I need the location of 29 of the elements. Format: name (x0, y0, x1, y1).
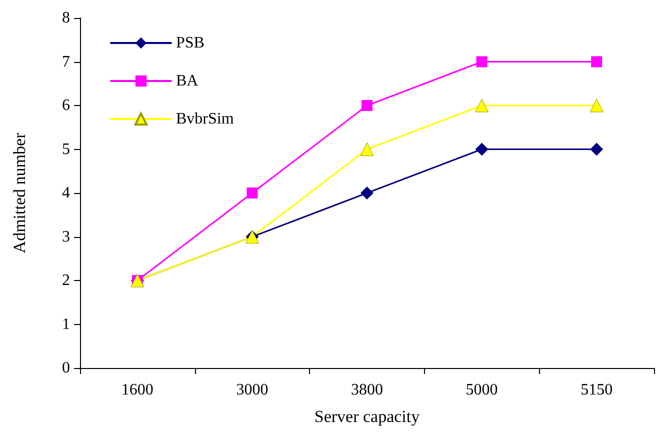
point (590, 142, 604, 156)
legend-label: BA (176, 72, 199, 90)
y-tick-label: 3 (62, 228, 70, 246)
point (591, 56, 602, 68)
y-tick-label: 1 (62, 316, 70, 333)
point (246, 188, 258, 198)
y-tick-label: 6 (62, 97, 70, 114)
y-tick-label: 4 (62, 184, 70, 202)
point (360, 186, 374, 200)
y-tick-label: 7 (62, 53, 70, 70)
y-tick-label: 0 (62, 360, 70, 376)
point (362, 100, 372, 111)
point (475, 142, 488, 156)
y-tick-label: 8 (62, 10, 70, 26)
x-tick-label: 3800 (351, 382, 383, 398)
y-tick-label: 5 (62, 140, 70, 158)
x-tick-label: 5150 (580, 382, 613, 398)
legend-label: BvbrSim (176, 110, 234, 128)
point (475, 98, 489, 112)
x-tick-label: 1600 (121, 382, 154, 398)
x-tick-label: 5000 (466, 382, 498, 398)
point (476, 56, 488, 68)
x-tick-label: 3000 (236, 382, 268, 398)
y-tick-label: 2 (62, 272, 70, 289)
point (590, 98, 604, 112)
y-axis-title: Admitted number (10, 132, 29, 254)
legend-label: PSB (176, 34, 204, 52)
point (360, 142, 374, 156)
x-axis-title: Server capacity (314, 407, 420, 426)
